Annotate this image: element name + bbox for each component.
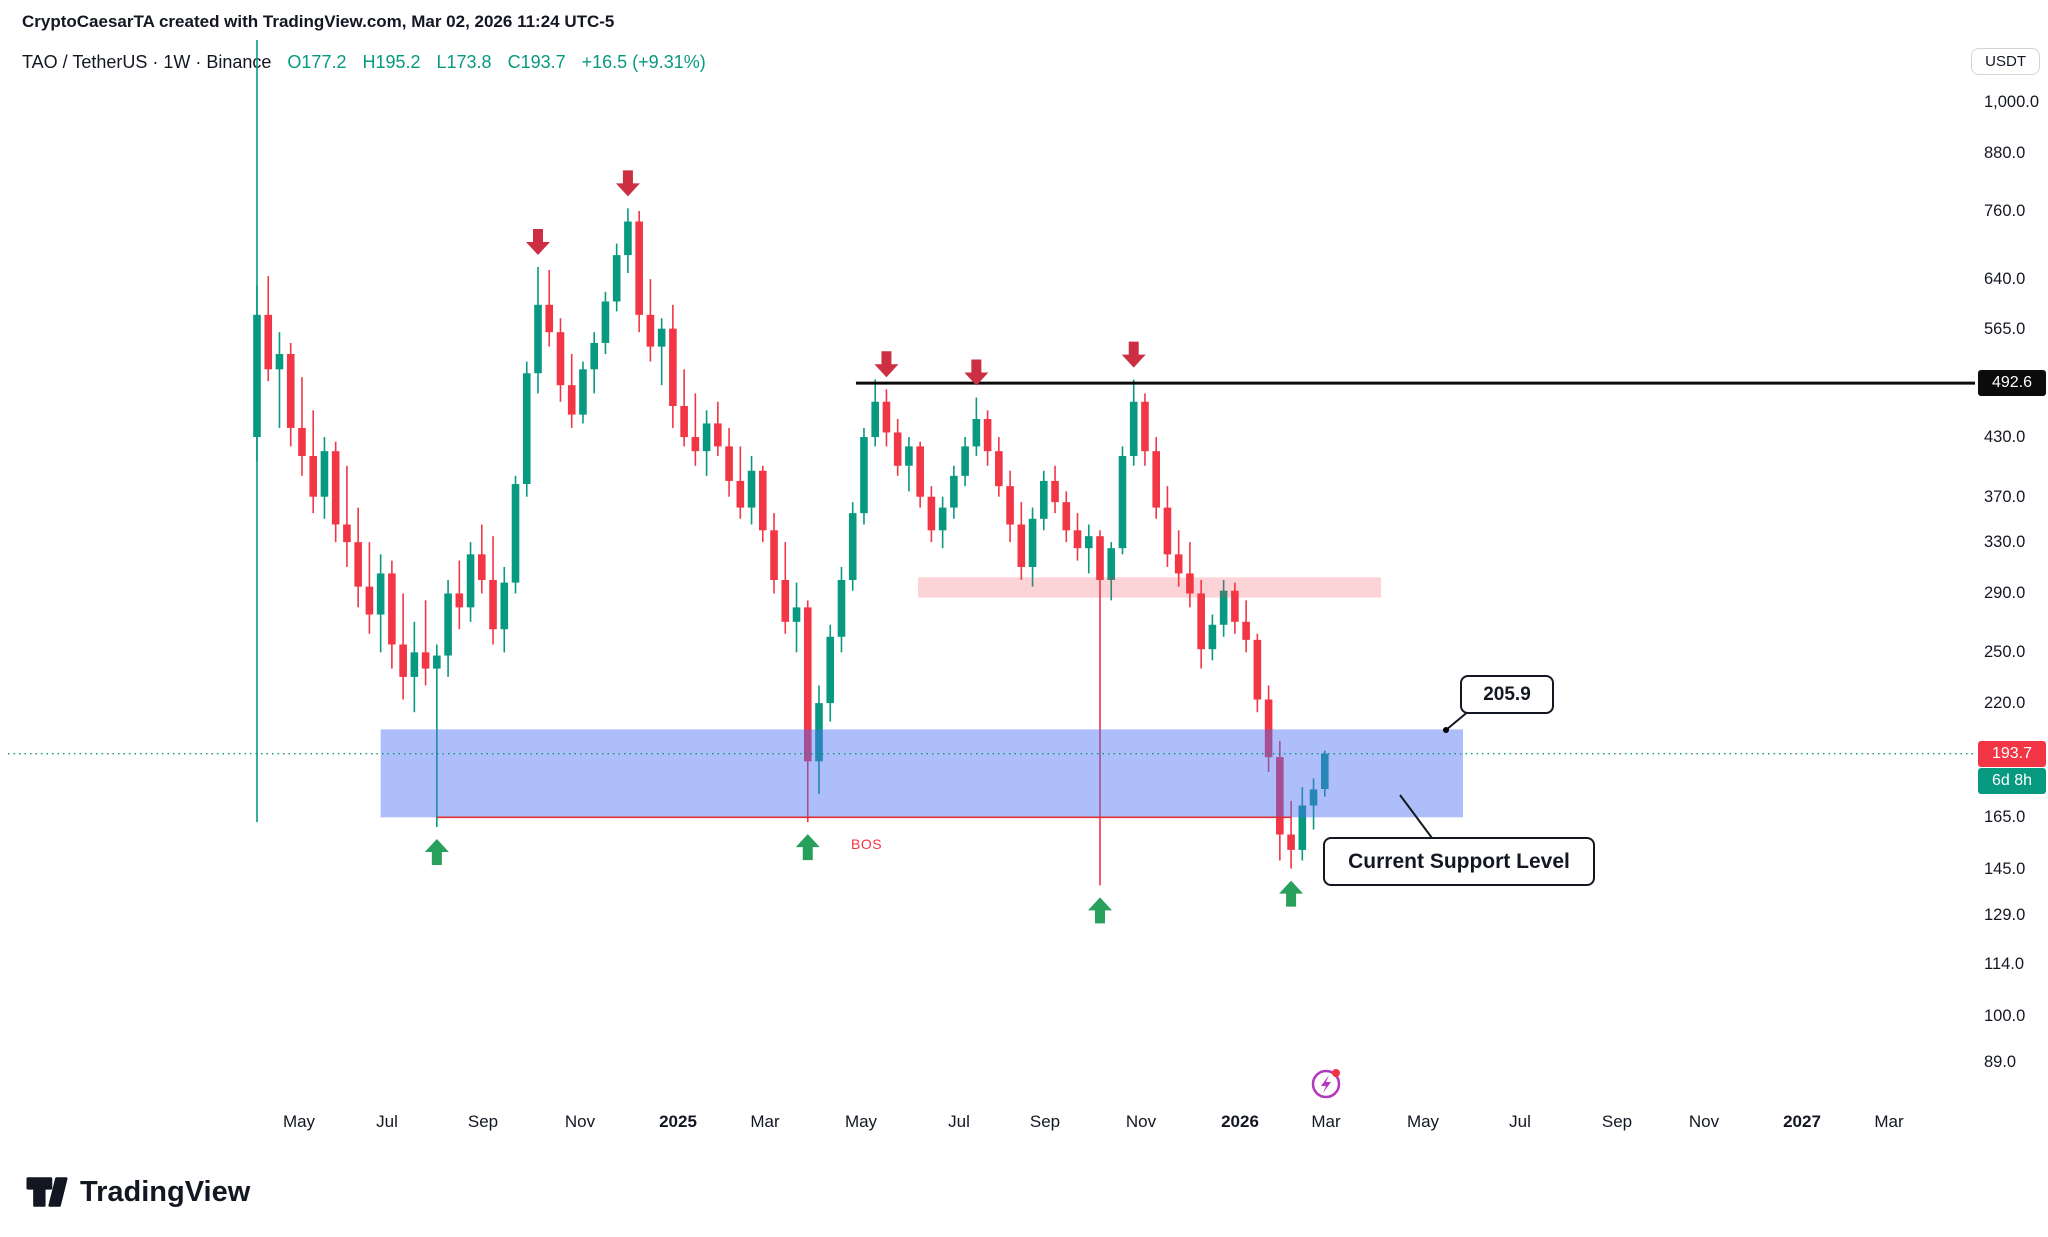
event-icon[interactable] <box>1311 1069 1341 1099</box>
attribution-text: CryptoCaesarTA created with TradingView.… <box>22 12 615 31</box>
time-axis[interactable]: May Jul Sep Nov 2025 Mar May Jul Sep Nov 2026 Mar Ma… <box>0 1112 2048 1142</box>
arrow-up-icon <box>1088 897 1112 924</box>
arrow-markers <box>424 170 1304 924</box>
candles-layer <box>253 208 1329 886</box>
time-axis-label: Mar <box>1874 1112 1904 1131</box>
symbol-title[interactable]: TAO / TetherUS · 1W · Binance <box>22 52 272 72</box>
arrow-up-icon <box>424 839 449 866</box>
arrow-down-icon <box>615 170 640 197</box>
support-level-callout[interactable]: Current Support Level <box>1323 837 1595 886</box>
arrow-up-icon <box>795 834 820 861</box>
arrow-down-icon <box>1121 341 1146 368</box>
time-axis-label: Sep <box>1601 1112 1633 1131</box>
time-axis-label: 2026 <box>1221 1112 1259 1131</box>
ohlc-close: C193.7 <box>507 52 566 72</box>
candlestick-chart[interactable] <box>0 0 2048 1160</box>
time-axis-label: Nov <box>564 1112 596 1131</box>
time-axis-label: May <box>282 1112 316 1131</box>
arrow-down-icon <box>526 228 550 255</box>
arrow-down-icon <box>964 359 989 386</box>
callout-anchor-dot <box>1443 727 1449 733</box>
bos-label: BOS <box>851 836 883 852</box>
arrow-down-icon <box>874 351 899 378</box>
resistance-zone[interactable] <box>918 577 1381 598</box>
ohlc-low: L173.8 <box>436 52 492 72</box>
time-axis-label: May <box>844 1112 878 1131</box>
tradingview-logo-text: TradingView <box>80 1175 251 1208</box>
time-axis-label: Jul <box>1509 1112 1531 1131</box>
time-axis-label: Sep <box>1029 1112 1061 1131</box>
callout-tail <box>1399 794 1433 839</box>
tradingview-logo-icon <box>26 1177 68 1207</box>
time-axis-label: Jul <box>948 1112 970 1131</box>
ohlc-high: H195.2 <box>362 52 421 72</box>
arrow-up-icon <box>1279 880 1304 907</box>
time-axis-label: Sep <box>467 1112 499 1131</box>
price-target-callout[interactable]: 205.9 <box>1460 675 1554 714</box>
currency-button[interactable]: USDT <box>1971 48 2040 75</box>
time-axis-label: 2025 <box>659 1112 697 1131</box>
ohlc-open: O177.2 <box>287 52 347 72</box>
time-axis-label: Nov <box>1125 1112 1157 1131</box>
tradingview-logo[interactable]: TradingView <box>26 1174 250 1210</box>
time-axis-label: Mar <box>750 1112 780 1131</box>
support-zone[interactable] <box>380 729 1463 818</box>
change-percent: +16.5 (+9.31%) <box>581 52 706 72</box>
time-axis-label: May <box>1406 1112 1440 1131</box>
time-axis-label: Nov <box>1688 1112 1720 1131</box>
chart-header[interactable]: TAO / TetherUS · 1W · Binance O177.2 H19… <box>22 52 706 73</box>
time-axis-label: Mar <box>1311 1112 1341 1131</box>
time-axis-label: 2027 <box>1783 1112 1821 1131</box>
time-axis-label: Jul <box>376 1112 398 1131</box>
